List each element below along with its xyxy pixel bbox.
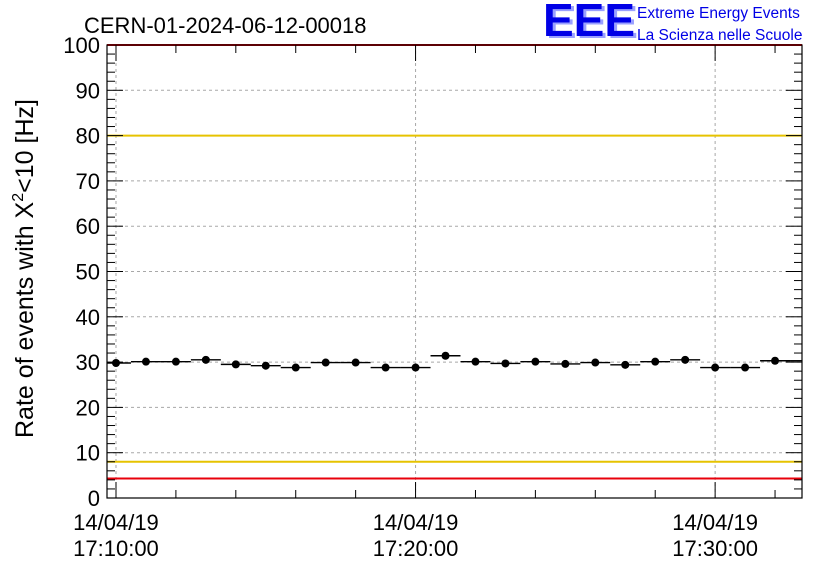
logo-letters: EEE xyxy=(543,0,635,46)
y-axis-label-suffix: <10 [Hz] xyxy=(11,99,39,193)
grid xyxy=(107,45,802,498)
logo-line-2: La Scienza nelle Scuole xyxy=(637,27,802,44)
data-point xyxy=(501,359,510,368)
data-point xyxy=(291,363,300,372)
data-point xyxy=(141,357,150,366)
data-points xyxy=(107,351,802,372)
x-tick-time-label: 17:30:00 xyxy=(672,536,758,561)
data-point xyxy=(381,363,390,372)
y-axis: 0 10 20 30 40 50 60 70 80 90 100 xyxy=(63,33,802,511)
data-point xyxy=(591,358,600,367)
chart-title: CERN-01-2024-06-12-00018 xyxy=(84,13,367,38)
logo-letters-shadow: EEE xyxy=(546,0,638,48)
y-axis-label-superscript: 2 xyxy=(10,193,27,202)
data-point xyxy=(711,363,720,372)
x-tick-date-label: 14/04/19 xyxy=(73,510,159,535)
data-point xyxy=(231,360,240,369)
data-point xyxy=(771,356,780,365)
x-tick-time-label: 17:10:00 xyxy=(73,536,159,561)
data-point xyxy=(681,355,690,364)
y-axis-label-main: Rate of events with X xyxy=(11,201,39,438)
x-tick-date-label: 14/04/19 xyxy=(373,510,459,535)
data-point xyxy=(621,360,630,369)
data-point xyxy=(561,359,570,368)
x-axis: 14/04/1917:10:0014/04/1917:20:0014/04/19… xyxy=(73,45,776,561)
y-axis-label: Rate of events with X2<10 [Hz] xyxy=(10,99,39,438)
reference-lines xyxy=(107,44,802,480)
y-tick-label: 10 xyxy=(76,441,100,466)
x-tick-date-label: 14/04/19 xyxy=(672,510,758,535)
y-tick-label: 30 xyxy=(76,350,100,375)
x-tick-time-label: 17:20:00 xyxy=(373,536,459,561)
data-point xyxy=(351,358,360,367)
logo-line-1: Extreme Energy Events xyxy=(637,5,800,22)
data-point xyxy=(531,357,540,366)
eee-logo: EEE EEE Extreme Energy Events La Scienza… xyxy=(543,0,802,48)
data-point xyxy=(111,359,120,368)
data-point xyxy=(321,358,330,367)
data-point xyxy=(171,357,180,366)
y-tick-label: 70 xyxy=(76,169,100,194)
data-point xyxy=(741,363,750,372)
y-tick-label: 90 xyxy=(76,78,100,103)
y-tick-label: 0 xyxy=(88,486,100,511)
y-tick-label: 50 xyxy=(76,260,100,285)
data-point xyxy=(261,361,270,370)
y-tick-label: 40 xyxy=(76,305,100,330)
data-point xyxy=(411,363,420,372)
y-tick-label: 20 xyxy=(76,395,100,420)
data-point xyxy=(471,357,480,366)
data-point xyxy=(201,355,210,364)
data-point xyxy=(651,357,660,366)
y-tick-label: 60 xyxy=(76,214,100,239)
y-tick-label: 100 xyxy=(63,33,100,58)
y-tick-label: 80 xyxy=(76,124,100,149)
data-point xyxy=(441,351,450,360)
